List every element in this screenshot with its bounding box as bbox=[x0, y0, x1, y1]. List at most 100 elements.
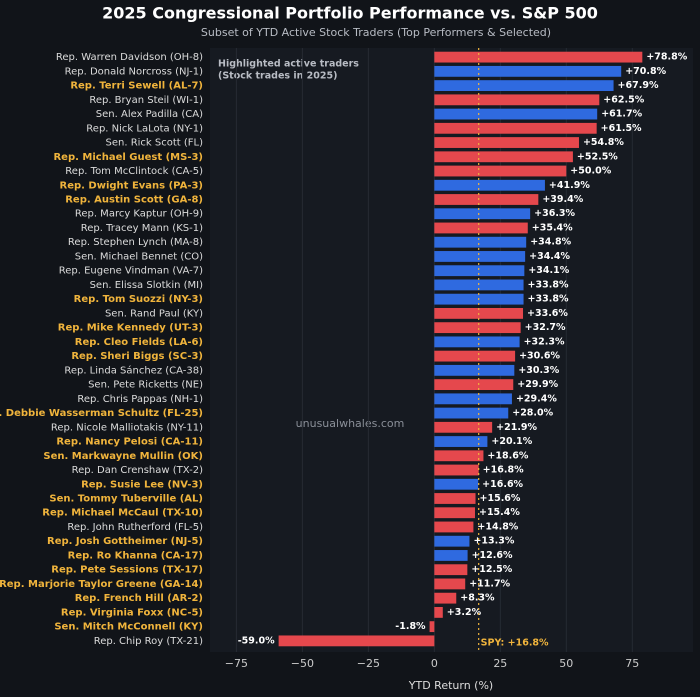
value-label: +20.1% bbox=[491, 436, 532, 447]
bar bbox=[434, 493, 476, 504]
y-tick-label: Rep. Sheri Biggs (SC-3) bbox=[71, 351, 203, 362]
value-label: +21.9% bbox=[496, 422, 537, 433]
y-tick-label: Rep. Josh Gottheimer (NJ-5) bbox=[47, 536, 203, 547]
value-label: +67.9% bbox=[618, 80, 659, 91]
bar bbox=[434, 236, 527, 248]
y-tick-label: Rep. Michael Guest (MS-3) bbox=[53, 152, 203, 163]
bar bbox=[434, 137, 579, 148]
y-tick-label: Rep. Dan Crenshaw (TX-2) bbox=[72, 465, 203, 476]
bar bbox=[434, 521, 474, 533]
value-label: +15.4% bbox=[479, 507, 520, 518]
value-label: +8.3% bbox=[460, 593, 495, 604]
y-tick-label: Sen. Tommy Tuberville (AL) bbox=[49, 494, 203, 505]
bar bbox=[434, 350, 516, 362]
y-tick-label: Rep. Ro Khanna (CA-17) bbox=[68, 550, 203, 561]
y-tick-label: Rep. Stephen Lynch (MA-8) bbox=[68, 237, 203, 248]
value-label: +78.8% bbox=[646, 52, 687, 63]
bar bbox=[434, 606, 443, 618]
value-label: +29.4% bbox=[516, 393, 557, 404]
chart-subtitle: Subset of YTD Active Stock Traders (Top … bbox=[201, 26, 551, 39]
bar bbox=[434, 165, 567, 177]
y-tick-label: Rep. Austin Scott (GA-8) bbox=[65, 195, 203, 206]
x-axis-title: YTD Return (%) bbox=[408, 679, 493, 692]
x-tick-label: 0 bbox=[431, 657, 438, 670]
y-tick-label: Rep. Susie Lee (NV-3) bbox=[81, 479, 203, 490]
value-label: +70.8% bbox=[625, 66, 666, 77]
y-tick-label: Rep. Nick LaLota (NY-1) bbox=[86, 123, 203, 134]
bar bbox=[434, 592, 457, 604]
value-label: +13.3% bbox=[473, 536, 514, 547]
value-label: +61.5% bbox=[601, 123, 642, 134]
value-label: +12.5% bbox=[471, 564, 512, 575]
y-tick-label: Rep. John Rutherford (FL-5) bbox=[67, 522, 203, 533]
x-tick-label: −75 bbox=[225, 657, 248, 670]
value-label: +11.7% bbox=[469, 578, 510, 589]
value-label: +34.1% bbox=[528, 265, 569, 276]
y-tick-label: Rep. Terri Sewell (AL-7) bbox=[70, 81, 203, 92]
value-label: +28.0% bbox=[512, 408, 553, 419]
y-tick-label: Rep. Bryan Steil (WI-1) bbox=[89, 95, 203, 106]
y-tick-label: Rep. Marcy Kaptur (OH-9) bbox=[75, 209, 203, 220]
bar bbox=[434, 393, 512, 405]
chart-title: 2025 Congressional Portfolio Performance… bbox=[102, 4, 598, 23]
bar bbox=[434, 251, 526, 262]
value-label: +36.3% bbox=[534, 208, 575, 219]
value-label: -1.8% bbox=[395, 621, 426, 632]
value-label: +33.8% bbox=[528, 294, 569, 305]
y-tick-label: Rep. Pete Sessions (TX-17) bbox=[51, 565, 203, 576]
y-tick-label: Rep. Chris Pappas (NH-1) bbox=[77, 394, 203, 405]
y-tick-label: Rep. Nicole Malliotakis (NY-11) bbox=[51, 422, 203, 433]
bar bbox=[434, 108, 598, 120]
value-label: +52.5% bbox=[577, 151, 618, 162]
y-tick-label: Rep. Virginia Foxx (NC-5) bbox=[61, 607, 203, 618]
x-tick-label: 25 bbox=[493, 657, 507, 670]
bar bbox=[434, 194, 539, 205]
y-tick-label: Rep. Tom Suozzi (NY-3) bbox=[74, 294, 203, 305]
bar bbox=[434, 151, 573, 163]
value-label: +50.0% bbox=[570, 166, 611, 177]
bar bbox=[434, 379, 514, 391]
value-label: +54.8% bbox=[583, 137, 624, 148]
y-tick-label: Sen. Rand Paul (KY) bbox=[105, 308, 203, 319]
bar bbox=[434, 550, 468, 561]
y-tick-label: Rep. Michael McCaul (TX-10) bbox=[42, 508, 203, 519]
value-label: +32.7% bbox=[525, 322, 566, 333]
value-label: +30.3% bbox=[518, 365, 559, 376]
bar bbox=[434, 450, 484, 462]
value-label: +61.7% bbox=[601, 109, 642, 120]
y-tick-label: Sen. Rick Scott (FL) bbox=[106, 138, 204, 149]
bar bbox=[434, 336, 520, 348]
y-tick-label: Sen. Alex Padilla (CA) bbox=[96, 109, 203, 120]
y-tick-label: Sen. Pete Ricketts (NE) bbox=[88, 380, 203, 391]
reference-label: SPY: +16.8% bbox=[481, 638, 549, 649]
y-tick-label: Rep. Cleo Fields (LA-6) bbox=[75, 337, 203, 348]
bar bbox=[434, 436, 488, 447]
value-label: -59.0% bbox=[238, 635, 275, 646]
bar bbox=[434, 364, 515, 376]
bar bbox=[434, 265, 525, 277]
y-tick-label: Rep. Linda Sánchez (CA-38) bbox=[64, 364, 203, 376]
watermark: unusualwhales.com bbox=[296, 417, 405, 430]
bar bbox=[434, 478, 479, 490]
value-label: +16.6% bbox=[482, 479, 523, 490]
y-tick-label: Rep. French Hill (AR-2) bbox=[75, 593, 203, 604]
y-tick-label: Rep. Donald Norcross (NJ-1) bbox=[65, 66, 203, 77]
value-label: +34.4% bbox=[529, 251, 570, 262]
y-tick-label: Rep. Warren Davidson (OH-8) bbox=[56, 52, 203, 63]
x-tick-label: 50 bbox=[559, 657, 573, 670]
bar bbox=[434, 51, 643, 63]
value-label: +35.4% bbox=[532, 222, 573, 233]
bar bbox=[434, 535, 470, 547]
y-tick-label: Rep. Eugene Vindman (VA-7) bbox=[59, 266, 203, 277]
bar bbox=[434, 179, 545, 191]
x-tick-label: −50 bbox=[291, 657, 314, 670]
y-tick-label: Rep. Marjorie Taylor Greene (GA-14) bbox=[0, 579, 203, 590]
value-label: +18.6% bbox=[487, 450, 528, 461]
bar bbox=[434, 208, 531, 220]
y-tick-label: Rep. Nancy Pelosi (CA-11) bbox=[56, 437, 203, 448]
bar bbox=[434, 94, 600, 106]
value-label: +12.6% bbox=[472, 550, 513, 561]
y-tick-label: Sen. Michael Bennet (CO) bbox=[75, 251, 203, 262]
value-label: +34.8% bbox=[530, 237, 571, 248]
